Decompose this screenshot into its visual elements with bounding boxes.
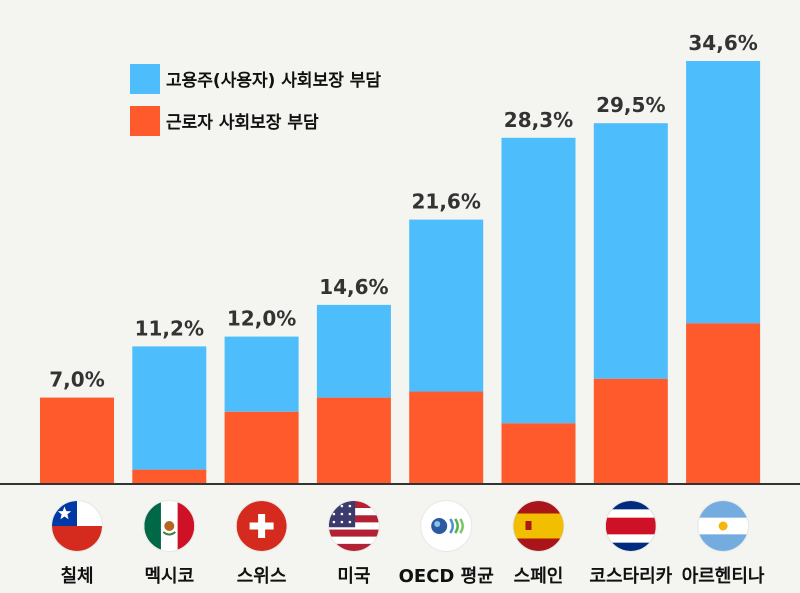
bar-employer-1 xyxy=(132,346,207,470)
total-label-7: 34,6% xyxy=(688,31,757,55)
bar-employer-7 xyxy=(686,61,761,324)
bar-employer-5 xyxy=(501,137,576,424)
bars xyxy=(40,61,761,483)
category-label-4: OECD 평균 xyxy=(399,566,494,587)
legend: 고용주(사용자) 사회보장 부담 근로자 사회보장 부담 xyxy=(130,64,381,136)
argentina-flag xyxy=(697,500,750,552)
total-labels: 7,0% 11,2% 12,0% 14,6% 21,6% 28,3% 29,5% 34,6% xyxy=(49,31,758,392)
usa-flag xyxy=(327,500,380,552)
total-label-5: 28,3% xyxy=(504,108,573,132)
bar-worker-7 xyxy=(686,323,761,483)
category-labels: 칠체 멕시코 스위스 미국 OECD 평균 스페인 코스타리카 아르헨티나 xyxy=(60,566,764,587)
bar-worker-0 xyxy=(40,397,114,483)
mexico-flag xyxy=(143,500,196,552)
total-label-2: 12,0% xyxy=(227,307,296,331)
oecd-flag xyxy=(420,500,473,552)
bar-employer-4 xyxy=(409,219,484,392)
bar-worker-4 xyxy=(409,391,484,483)
legend-swatch-worker xyxy=(130,106,160,136)
category-label-3: 미국 xyxy=(337,566,370,587)
bar-worker-2 xyxy=(224,411,299,483)
legend-label-worker: 근로자 사회보장 부담 xyxy=(166,113,319,133)
category-label-6: 코스타리카 xyxy=(589,566,672,587)
bar-worker-3 xyxy=(316,397,391,483)
costa-rica-flag xyxy=(604,500,657,552)
bar-employer-6 xyxy=(593,123,668,379)
total-label-4: 21,6% xyxy=(412,190,481,214)
category-label-1: 멕시코 xyxy=(144,566,194,587)
category-label-2: 스위스 xyxy=(237,566,287,587)
legend-swatch-employer xyxy=(130,64,160,94)
bar-employer-3 xyxy=(316,304,391,398)
chile-flag xyxy=(51,500,103,552)
bar-worker-1 xyxy=(132,469,207,483)
category-label-5: 스페인 xyxy=(514,566,564,587)
bar-employer-2 xyxy=(224,336,299,412)
total-label-3: 14,6% xyxy=(319,275,388,299)
total-label-0: 7,0% xyxy=(49,368,104,392)
total-label-6: 29,5% xyxy=(596,93,665,117)
legend-label-employer: 고용주(사용자) 사회보장 부담 xyxy=(166,71,381,91)
category-label-7: 아르헨티나 xyxy=(682,566,765,587)
category-label-0: 칠체 xyxy=(60,566,93,587)
bar-worker-6 xyxy=(593,378,668,483)
flags xyxy=(51,500,750,552)
bar-worker-5 xyxy=(501,423,576,483)
spain-flag xyxy=(512,500,565,552)
switzerland-flag xyxy=(235,500,288,552)
total-label-1: 11,2% xyxy=(135,316,204,340)
